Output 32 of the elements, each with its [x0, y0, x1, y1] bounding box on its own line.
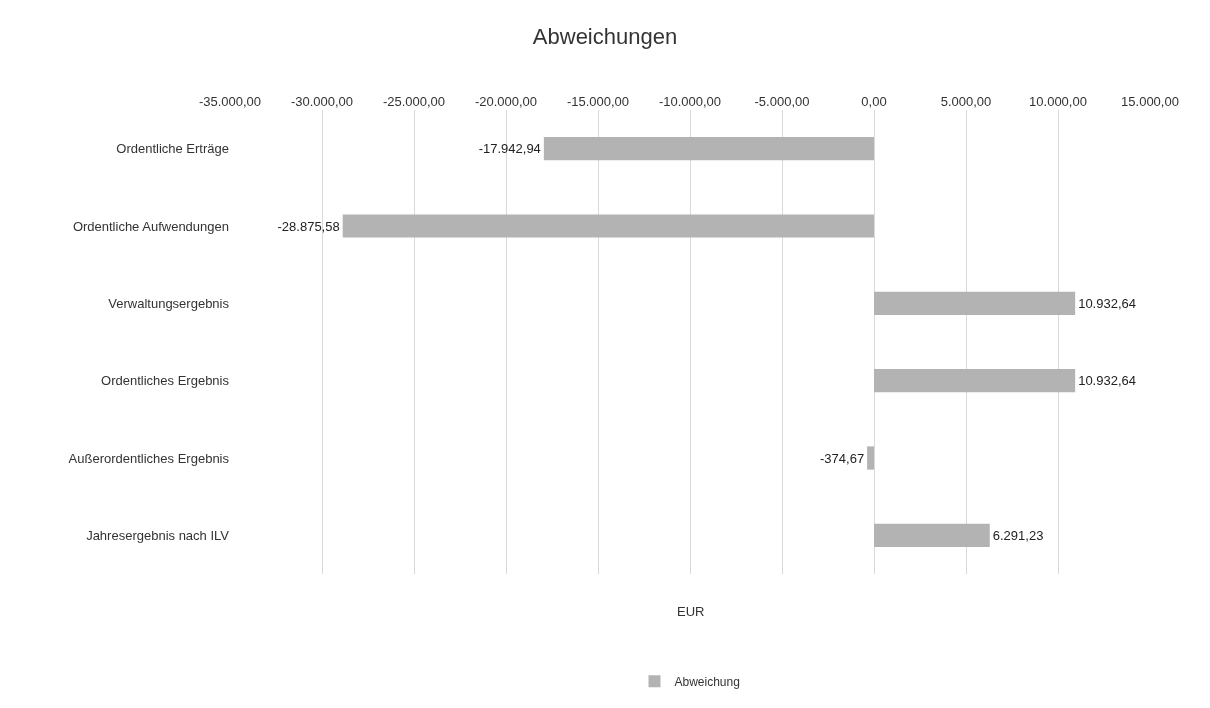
bar — [874, 523, 990, 547]
y-tick-label: Verwaltungsergebnis — [108, 295, 230, 311]
bar — [543, 137, 874, 161]
data-label: -17.942,94 — [478, 141, 541, 157]
y-tick-label: Ordentliche Erträge — [116, 141, 229, 157]
bar — [874, 291, 1076, 315]
x-tick-label: 10.000,00 — [1029, 94, 1087, 110]
data-label: 6.291,23 — [992, 527, 1044, 543]
x-tick-label: -5.000,00 — [754, 94, 810, 110]
bar — [342, 214, 874, 238]
y-tick-label: Außerordentliches Ergebnis — [68, 450, 230, 466]
x-axis-title: EUR — [677, 604, 705, 619]
x-tick-label: 0,00 — [861, 94, 887, 110]
data-label: 10.932,64 — [1078, 373, 1136, 389]
x-tick-label: 15.000,00 — [1121, 94, 1179, 110]
data-label: 10.932,64 — [1078, 295, 1136, 311]
bar — [867, 446, 874, 470]
x-tick-label: -15.000,00 — [566, 94, 630, 110]
y-tick-label: Ordentliches Ergebnis — [101, 373, 230, 389]
data-label: -28.875,58 — [277, 218, 340, 234]
x-tick-label: -10.000,00 — [658, 94, 722, 110]
x-tick-label: 5.000,00 — [940, 94, 992, 110]
data-label: -374,67 — [820, 450, 865, 466]
legend-label: Abweichung — [674, 674, 740, 689]
bar — [874, 369, 1076, 393]
chart-title: Abweichungen — [532, 23, 678, 49]
x-tick-label: -20.000,00 — [474, 94, 538, 110]
y-tick-label: Ordentliche Aufwendungen — [72, 218, 229, 234]
x-tick-label: -35.000,00 — [198, 94, 262, 110]
x-tick-label: -30.000,00 — [290, 94, 354, 110]
y-tick-label: Jahresergebnis nach ILV — [86, 527, 230, 543]
x-tick-label: -25.000,00 — [382, 94, 446, 110]
